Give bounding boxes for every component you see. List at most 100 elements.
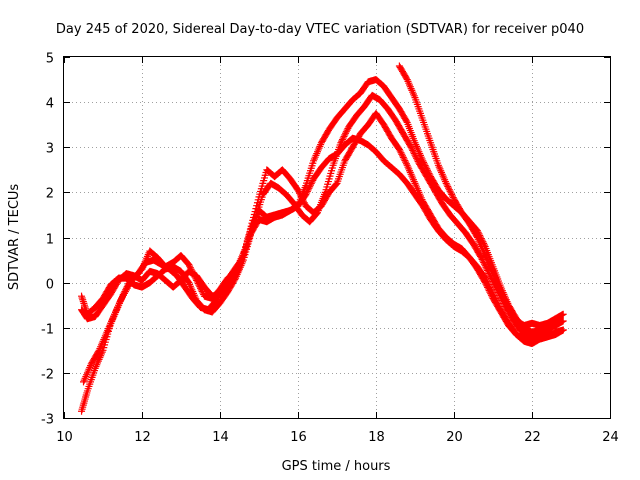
data-point bbox=[483, 282, 491, 290]
data-point bbox=[342, 128, 350, 136]
data-point bbox=[487, 273, 495, 281]
series-trace-3 bbox=[78, 76, 567, 329]
data-point bbox=[484, 266, 492, 274]
grid bbox=[64, 57, 610, 418]
x-tick-label: 18 bbox=[368, 430, 385, 445]
data-point bbox=[497, 293, 505, 301]
data-point bbox=[402, 74, 410, 82]
data-point bbox=[474, 228, 482, 236]
data-point bbox=[480, 259, 488, 267]
data-point bbox=[473, 227, 481, 235]
data-point bbox=[399, 153, 407, 161]
series-trace-2 bbox=[78, 134, 567, 345]
data-point bbox=[306, 183, 314, 191]
series-trace-5 bbox=[395, 62, 567, 336]
data-point bbox=[308, 178, 316, 186]
y-tick-label: 2 bbox=[46, 187, 54, 202]
y-tick-label: 3 bbox=[46, 142, 54, 157]
data-point bbox=[396, 147, 404, 155]
data-point bbox=[294, 186, 302, 194]
x-tick-label: 24 bbox=[602, 430, 619, 445]
data-point bbox=[443, 181, 451, 189]
data-point bbox=[185, 261, 193, 269]
data-point bbox=[485, 270, 493, 278]
data-point bbox=[401, 157, 409, 165]
data-point bbox=[480, 239, 488, 247]
x-tick-label: 16 bbox=[290, 430, 307, 445]
data-point bbox=[478, 236, 486, 244]
data-point bbox=[198, 287, 206, 295]
data-point bbox=[442, 179, 450, 187]
data-point bbox=[479, 257, 487, 265]
data-point bbox=[121, 287, 129, 295]
data-point bbox=[119, 292, 126, 300]
data-point bbox=[413, 156, 421, 164]
data-point bbox=[406, 142, 414, 150]
data-point bbox=[481, 262, 489, 270]
data-point bbox=[484, 285, 492, 293]
data-point bbox=[448, 190, 456, 198]
data-point bbox=[120, 289, 128, 297]
data-point bbox=[485, 287, 493, 295]
data-point bbox=[482, 280, 490, 288]
y-tick-label: 1 bbox=[46, 233, 54, 248]
data-point bbox=[409, 148, 417, 156]
data-point bbox=[488, 293, 496, 301]
data-point bbox=[339, 134, 347, 142]
data-point bbox=[338, 137, 346, 145]
y-tick-label: 5 bbox=[46, 52, 54, 67]
data-point bbox=[337, 139, 345, 147]
y-tick-label: 4 bbox=[46, 97, 54, 112]
data-point bbox=[410, 150, 418, 158]
data-point bbox=[491, 282, 499, 290]
data-point bbox=[400, 155, 408, 163]
data-point bbox=[482, 263, 490, 271]
plot-frame bbox=[63, 56, 611, 419]
data-point bbox=[475, 230, 483, 238]
data-point bbox=[487, 291, 495, 299]
data-point bbox=[481, 279, 489, 287]
data-series bbox=[78, 62, 567, 415]
data-point bbox=[398, 150, 406, 158]
data-point bbox=[477, 235, 485, 243]
data-point bbox=[478, 255, 486, 263]
data-point bbox=[420, 158, 428, 166]
data-point bbox=[397, 149, 405, 157]
data-point bbox=[484, 268, 492, 276]
data-point bbox=[313, 210, 321, 218]
y-tick-label: 0 bbox=[46, 278, 54, 293]
data-point bbox=[483, 265, 491, 273]
data-point bbox=[122, 284, 130, 292]
chart-title: Day 245 of 2020, Sidereal Day-to-day VTE… bbox=[56, 22, 584, 37]
x-tick-label: 20 bbox=[446, 430, 463, 445]
data-point bbox=[419, 157, 427, 165]
y-tick-label: -2 bbox=[41, 368, 54, 383]
data-point bbox=[477, 254, 485, 262]
data-point bbox=[343, 126, 351, 134]
data-point bbox=[488, 276, 496, 284]
data-point bbox=[444, 183, 452, 191]
x-tick-label: 22 bbox=[524, 430, 541, 445]
data-point bbox=[340, 132, 348, 140]
x-tick-label: 14 bbox=[212, 430, 229, 445]
data-point bbox=[412, 153, 420, 161]
data-point bbox=[94, 348, 102, 356]
data-point bbox=[119, 291, 127, 299]
data-point bbox=[413, 154, 421, 162]
x-tick-label: 10 bbox=[56, 430, 73, 445]
x-axis-label: GPS time / hours bbox=[282, 459, 391, 474]
data-point bbox=[402, 158, 410, 166]
data-point bbox=[414, 157, 422, 165]
y-axis-label: SDTVAR / TECUs bbox=[7, 184, 22, 291]
data-point bbox=[448, 192, 456, 200]
data-point bbox=[409, 146, 417, 154]
data-point bbox=[341, 131, 349, 139]
data-point bbox=[411, 151, 419, 159]
data-point bbox=[486, 288, 494, 296]
data-point bbox=[399, 152, 407, 160]
data-point bbox=[477, 233, 485, 241]
data-point bbox=[123, 283, 131, 291]
data-point bbox=[445, 186, 453, 194]
